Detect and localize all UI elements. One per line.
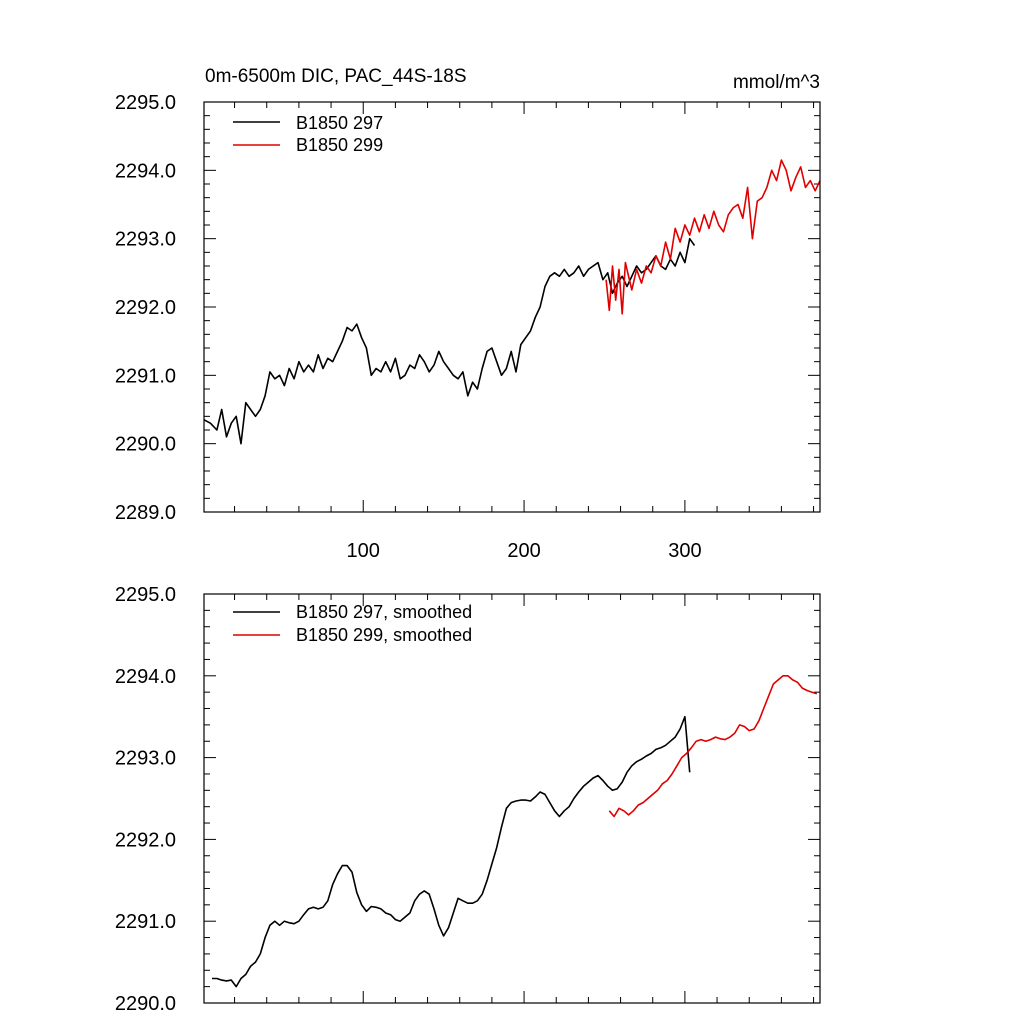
y-tick-label: 2292.0 <box>115 829 176 851</box>
legend-label-299: B1850 299 <box>296 135 383 155</box>
bottom-chart-ticks <box>204 593 820 1004</box>
y-tick-label: 2292.0 <box>115 297 176 319</box>
top-chart-x-tick-labels: 100 200 300 <box>347 540 702 562</box>
y-tick-label: 2290.0 <box>115 434 176 456</box>
y-tick-label: 2289.0 <box>115 502 176 524</box>
top-chart-frame <box>203 101 821 513</box>
legend-label-299-smoothed: B1850 299, smoothed <box>296 625 472 645</box>
bottom-chart-frame <box>203 593 821 1004</box>
bottom-chart-y-tick-labels: 2290.0 2291.0 2292.0 2293.0 2294.0 2295.0 <box>115 584 176 1015</box>
legend-label-297-smoothed: B1850 297, smoothed <box>296 602 472 622</box>
y-tick-label: 2294.0 <box>115 160 176 182</box>
x-tick-label: 300 <box>668 540 701 562</box>
top-chart-ticks <box>204 101 820 513</box>
top-chart-plot-area <box>203 159 821 445</box>
y-tick-label: 2295.0 <box>115 92 176 114</box>
y-tick-label: 2291.0 <box>115 365 176 387</box>
series-line-297-smoothed <box>212 715 691 988</box>
series-line-297 <box>203 237 696 445</box>
x-tick-label: 200 <box>507 540 540 562</box>
top-chart-units: mmol/m^3 <box>733 72 820 93</box>
series-line-299 <box>605 159 821 315</box>
y-tick-label: 2291.0 <box>115 911 176 933</box>
y-tick-label: 2293.0 <box>115 229 176 251</box>
y-tick-label: 2290.0 <box>115 993 176 1015</box>
top-chart-title: 0m-6500m DIC, PAC_44S-18S <box>205 66 467 87</box>
bottom-chart-legend: B1850 297, smoothed B1850 299, smoothed <box>233 602 472 645</box>
bottom-chart: 2290.0 2291.0 2292.0 2293.0 2294.0 2295.0 B18… <box>115 584 821 1015</box>
y-tick-label: 2295.0 <box>115 584 176 606</box>
legend-label-297: B1850 297 <box>296 113 383 133</box>
top-chart-y-tick-labels: 2289.0 2290.0 2291.0 2292.0 2293.0 2294.0 2295… <box>115 92 176 524</box>
top-chart-legend: B1850 297 B1850 299 <box>233 113 383 155</box>
top-chart: 0m-6500m DIC, PAC_44S-18S mmol/m^3 2289.… <box>115 66 821 562</box>
y-tick-label: 2293.0 <box>115 748 176 770</box>
y-tick-label: 2294.0 <box>115 666 176 688</box>
series-line-299-smoothed <box>608 674 818 818</box>
x-tick-label: 100 <box>347 540 380 562</box>
bottom-chart-plot-area <box>212 674 818 988</box>
